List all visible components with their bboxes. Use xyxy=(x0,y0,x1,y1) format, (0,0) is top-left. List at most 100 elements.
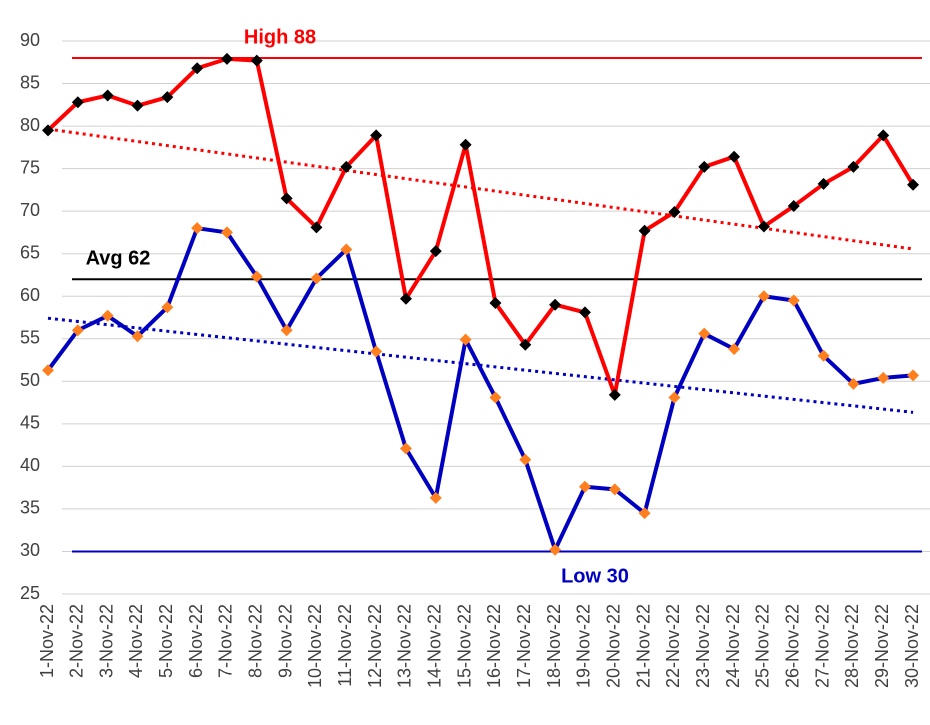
marker xyxy=(489,297,502,310)
marker xyxy=(728,150,741,163)
x-tick-label: 29-Nov-22 xyxy=(872,604,892,688)
marker xyxy=(310,221,323,234)
marker xyxy=(638,224,651,237)
x-tick-label: 26-Nov-22 xyxy=(783,604,803,688)
marker xyxy=(399,442,412,455)
marker xyxy=(340,243,353,256)
marker xyxy=(220,226,233,239)
reference-label: Low 30 xyxy=(561,566,629,588)
x-tick-label: 4-Nov-22 xyxy=(126,604,146,678)
marker xyxy=(757,290,770,303)
marker xyxy=(191,62,204,75)
marker xyxy=(459,138,472,151)
marker xyxy=(250,270,263,283)
x-tick-label: 17-Nov-22 xyxy=(514,604,534,688)
marker xyxy=(399,292,412,305)
marker xyxy=(787,200,800,213)
marker xyxy=(549,543,562,556)
marker xyxy=(71,324,84,337)
x-tick-label: 23-Nov-22 xyxy=(693,604,713,688)
x-tick-label: 5-Nov-22 xyxy=(156,604,176,678)
x-tick-label: 19-Nov-22 xyxy=(574,604,594,688)
y-tick-label: 60 xyxy=(20,285,40,305)
x-tick-label: 9-Nov-22 xyxy=(275,604,295,678)
marker xyxy=(370,129,383,142)
x-tick-label: 3-Nov-22 xyxy=(96,604,116,678)
marker xyxy=(608,483,621,496)
marker xyxy=(310,272,323,285)
x-tick-label: 25-Nov-22 xyxy=(753,604,773,688)
marker xyxy=(757,220,770,233)
marker xyxy=(787,294,800,307)
x-tick-label: 10-Nov-22 xyxy=(305,604,325,688)
marker xyxy=(817,177,830,190)
y-tick-label: 50 xyxy=(20,370,40,390)
marker xyxy=(101,89,114,102)
marker xyxy=(877,129,890,142)
marker xyxy=(101,309,114,322)
x-tick-label: 24-Nov-22 xyxy=(723,604,743,688)
marker xyxy=(847,377,860,390)
x-tick-label: 6-Nov-22 xyxy=(186,604,206,678)
marker xyxy=(280,192,293,205)
reference-label: Avg 62 xyxy=(86,247,151,269)
x-tick-label: 13-Nov-22 xyxy=(395,604,415,688)
series-line xyxy=(46,226,914,552)
x-tick-label: 12-Nov-22 xyxy=(365,604,385,688)
y-tick-label: 70 xyxy=(20,200,40,220)
marker xyxy=(638,507,651,520)
y-tick-label: 90 xyxy=(20,30,40,50)
trendline xyxy=(47,127,914,251)
marker xyxy=(250,54,263,67)
x-tick-label: 8-Nov-22 xyxy=(246,604,266,678)
x-tick-label: 18-Nov-22 xyxy=(544,604,564,688)
series-line xyxy=(46,56,915,397)
marker xyxy=(907,369,920,382)
marker xyxy=(519,338,532,351)
marker xyxy=(907,178,920,191)
marker xyxy=(877,371,890,384)
marker xyxy=(489,391,502,404)
y-tick-label: 40 xyxy=(20,455,40,475)
marker xyxy=(519,453,532,466)
x-tick-label: 28-Nov-22 xyxy=(842,604,862,688)
x-tick-label: 22-Nov-22 xyxy=(663,604,683,688)
marker xyxy=(817,349,830,362)
marker xyxy=(429,245,442,258)
x-tick-label: 15-Nov-22 xyxy=(454,604,474,688)
marker xyxy=(370,345,383,358)
marker xyxy=(71,96,84,109)
x-tick-label: 7-Nov-22 xyxy=(216,604,236,678)
marker xyxy=(131,330,144,343)
marker xyxy=(161,301,174,314)
marker xyxy=(698,160,711,173)
y-tick-label: 30 xyxy=(20,540,40,560)
marker xyxy=(549,298,562,311)
y-tick-label: 85 xyxy=(20,72,40,92)
y-tick-label: 55 xyxy=(20,328,40,348)
x-tick-label: 14-Nov-22 xyxy=(425,604,445,688)
marker xyxy=(728,342,741,355)
marker xyxy=(578,306,591,319)
x-tick-label: 11-Nov-22 xyxy=(335,604,355,687)
marker xyxy=(429,491,442,504)
marker xyxy=(608,388,621,401)
y-tick-label: 80 xyxy=(20,115,40,135)
marker xyxy=(191,222,204,235)
y-tick-label: 25 xyxy=(20,583,40,603)
marker xyxy=(698,327,711,340)
y-tick-label: 45 xyxy=(20,413,40,433)
marker xyxy=(578,480,591,493)
reference-label: High 88 xyxy=(244,26,316,48)
x-tick-label: 2-Nov-22 xyxy=(67,604,87,678)
y-tick-label: 35 xyxy=(20,498,40,518)
y-tick-label: 75 xyxy=(20,157,40,177)
marker xyxy=(340,160,353,173)
x-tick-label: 20-Nov-22 xyxy=(604,604,624,688)
marker xyxy=(42,124,54,137)
marker xyxy=(220,52,233,65)
marker xyxy=(847,160,860,173)
marker xyxy=(459,333,472,346)
marker xyxy=(131,99,144,112)
marker xyxy=(668,206,681,219)
